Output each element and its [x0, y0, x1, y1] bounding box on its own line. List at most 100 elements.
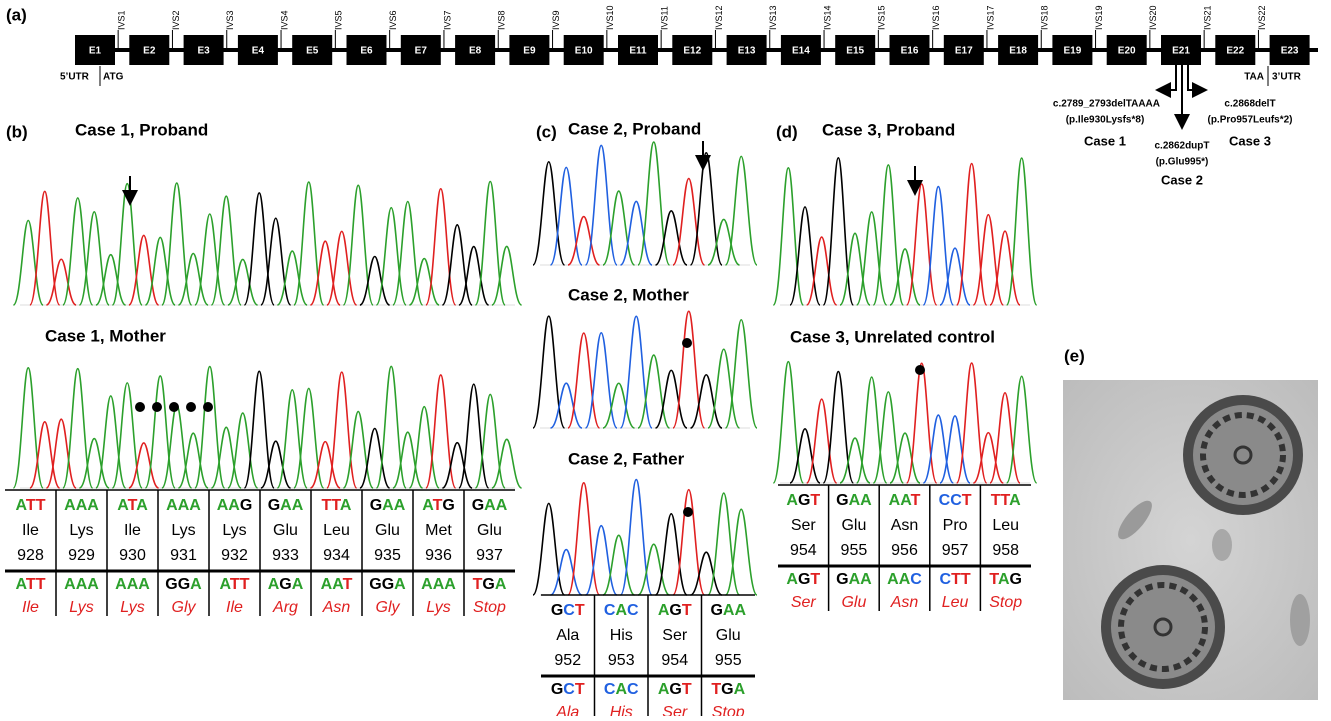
chrom-peak [823, 158, 853, 305]
cilium-inner [1111, 575, 1215, 679]
chrom-peak [708, 219, 740, 265]
chrom-peak [621, 316, 653, 428]
mutant-amino-acid: Gly [376, 599, 401, 616]
exon-label: E6 [360, 46, 373, 57]
mutant-amino-acid: Lys [426, 599, 451, 616]
mutant-codon: GGA [165, 576, 202, 593]
residue-number: 955 [715, 652, 742, 669]
codon: AAA [166, 497, 201, 514]
residue-number: 934 [323, 547, 350, 564]
chrom-peak [162, 183, 192, 305]
dot [186, 402, 196, 412]
chrom-peak [112, 184, 142, 305]
chrom-peak [492, 439, 522, 488]
chrom-peak [773, 168, 803, 305]
residue-number: 928 [17, 547, 44, 564]
codon: GAA [710, 602, 746, 619]
chrom-peak [840, 438, 870, 483]
mutation-cdna: c.2789_2793delTAAAA [1053, 99, 1160, 110]
mutant-amino-acid: Ile [226, 599, 243, 616]
chrom-peak [533, 503, 565, 595]
residue-number: 955 [841, 542, 868, 559]
mutant-codon: AAA [64, 576, 99, 593]
case-label: Case 1 [1084, 133, 1126, 148]
dot [152, 402, 162, 412]
intron-label: IVS13 [768, 5, 778, 30]
residue-number: 931 [170, 547, 197, 564]
chrom-peak [726, 320, 758, 428]
chrom-peak [990, 231, 1020, 305]
chrom-peak [873, 165, 903, 305]
residue-number: 930 [119, 547, 146, 564]
cilium-inner [1193, 405, 1293, 505]
chrom-peak [426, 189, 456, 305]
chrom-peak [823, 372, 853, 483]
arrow [1188, 65, 1200, 90]
dot [203, 402, 213, 412]
amino-acid: Leu [992, 517, 1019, 534]
mutant-codon: CTT [940, 571, 971, 588]
mutant-amino-acid: Ile [22, 599, 39, 616]
utr-label: 5’UTR [60, 72, 90, 83]
amino-acid: Asn [891, 517, 919, 534]
codon: AGT [786, 492, 820, 509]
dot [915, 365, 925, 375]
codon: AGT [658, 602, 692, 619]
mutation-protein: (p.Pro957Leufs*2) [1207, 115, 1292, 126]
chrom-peak [907, 363, 937, 483]
residue-number: 952 [554, 652, 581, 669]
residue-number: 956 [891, 542, 918, 559]
trace-title: Case 2, Mother [568, 285, 689, 304]
exon-label: E17 [955, 46, 973, 57]
chrom-peak [957, 164, 987, 305]
exon-label: E9 [523, 46, 536, 57]
cilium [1212, 529, 1232, 561]
chrom-peak [244, 371, 274, 488]
codon: AAG [217, 497, 253, 514]
chrom-peak [492, 246, 522, 305]
intron-label: IVS19 [1094, 5, 1104, 30]
chrom-peak [568, 217, 600, 265]
mutant-codon: GGA [369, 576, 406, 593]
exon-label: E5 [306, 46, 319, 57]
chrom-peak [475, 182, 505, 305]
mutant-codon: ATT [220, 576, 250, 593]
codon: CCT [939, 492, 972, 509]
residue-number: 935 [374, 547, 401, 564]
exon-label: E7 [415, 46, 428, 57]
mutant-codon: TGA [711, 681, 745, 698]
exon-label: E1 [89, 46, 102, 57]
chrom-peak [426, 375, 456, 488]
codon: AAA [64, 497, 99, 514]
chrom-peak [376, 366, 406, 488]
page: {"panel_labels":{"a":"(a)","b":"(b)","c"… [0, 0, 1331, 721]
trace-title: Case 3, Proband [822, 120, 955, 139]
chrom-peak [691, 552, 723, 595]
chrom-peak [621, 480, 653, 595]
exon-label: E22 [1226, 46, 1244, 57]
chrom-peak [145, 376, 175, 488]
codon: GAA [472, 497, 508, 514]
mutation-protein: (p.Glu995*) [1156, 157, 1209, 168]
residue-number: 958 [992, 542, 1019, 559]
chrom-peak [360, 429, 390, 488]
amino-acid: Glu [273, 522, 298, 539]
amino-acid: Ser [662, 627, 688, 644]
intron-label: IVS11 [660, 6, 670, 30]
chrom-peak [551, 550, 583, 595]
amino-acid: Glu [477, 522, 502, 539]
chrom-peak [46, 259, 76, 305]
chrom-peak [957, 363, 987, 483]
chrom-peak [261, 441, 291, 488]
chrom-peak [310, 241, 340, 305]
figure: (a) (b) (c) (d) (e) 5’UTR ATG TAA 3’UTR … [0, 0, 1331, 716]
amino-acid: Glu [716, 627, 741, 644]
chrom-peak [211, 427, 241, 488]
dot [135, 402, 145, 412]
chrom-peak [195, 367, 225, 488]
chrom-peak [673, 311, 705, 428]
arrow [1163, 65, 1176, 90]
exon-label: E21 [1172, 46, 1190, 57]
mutant-amino-acid: Ser [791, 594, 817, 611]
amino-acid: Ile [22, 522, 39, 539]
